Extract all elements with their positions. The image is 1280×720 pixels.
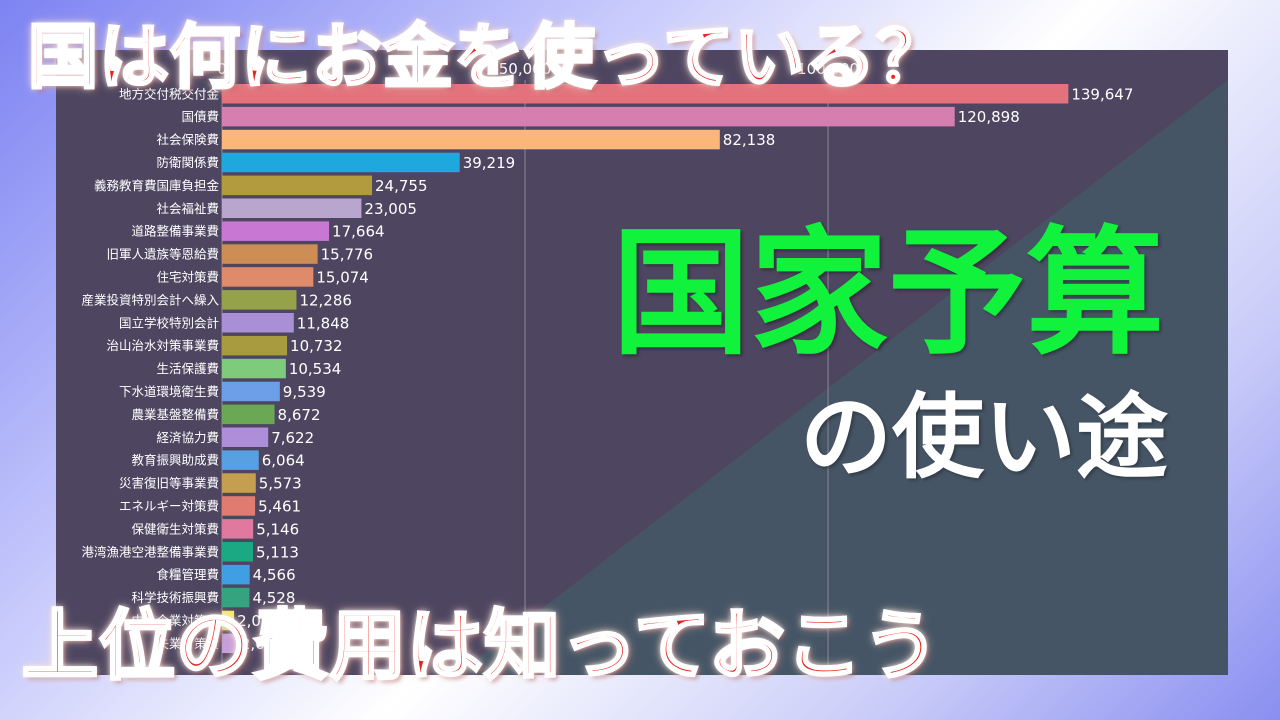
bar xyxy=(222,381,280,402)
bar xyxy=(222,496,256,516)
category-label: 港湾漁港空港整備事業費 xyxy=(81,544,219,559)
main-title: 国家予算 xyxy=(612,213,1165,374)
value-label: 10,534 xyxy=(289,360,342,378)
category-label: 経済協力費 xyxy=(156,430,219,445)
value-label: 15,776 xyxy=(321,246,374,264)
category-label: エネルギー対策費 xyxy=(119,498,219,513)
category-label: 保健衛生対策費 xyxy=(131,521,219,536)
bar xyxy=(222,427,269,447)
headline-top: 国は何にお金を使っている？ xyxy=(27,16,948,98)
bar xyxy=(222,450,259,470)
category-labels: 地方交付税交付金国債費社会保険費防衛関係費義務教育費国庫負担金社会福祉費道路整備… xyxy=(81,86,219,651)
value-label: 5,113 xyxy=(256,543,299,561)
category-label: 教育振興助成費 xyxy=(131,453,219,468)
bar xyxy=(222,290,297,310)
category-label: 産業投資特別会計へ繰入 xyxy=(81,292,219,307)
bar xyxy=(222,542,253,562)
value-label: 5,573 xyxy=(259,475,302,493)
value-label: 17,664 xyxy=(332,223,385,241)
value-label: 9,539 xyxy=(283,383,326,401)
category-label: 住宅対策費 xyxy=(156,269,219,284)
bar xyxy=(222,358,286,379)
category-label: 食糧管理費 xyxy=(156,567,219,582)
value-label: 2,000 xyxy=(237,612,280,630)
category-label: 旧軍人遺族等恩給費 xyxy=(106,247,219,262)
category-label: 義務教育費国庫負担金 xyxy=(94,178,220,193)
bar xyxy=(222,84,1069,104)
category-label: 道路整備事業費 xyxy=(131,224,219,239)
category-label: 中小企業対策費 xyxy=(131,613,219,628)
bar xyxy=(222,198,362,218)
bar xyxy=(222,244,318,264)
value-label: 15,074 xyxy=(316,268,369,286)
bar xyxy=(222,175,373,196)
category-label: 下水道環境衛生費 xyxy=(119,384,219,399)
x-tick-label: 50,000 xyxy=(499,60,552,78)
value-label: 4,566 xyxy=(253,566,296,584)
category-label: 生活保護費 xyxy=(156,361,219,376)
value-label: 8,672 xyxy=(278,406,321,424)
bar xyxy=(222,610,235,631)
bar xyxy=(222,267,314,287)
bar xyxy=(222,633,238,654)
category-label: 農業基盤整備費 xyxy=(131,407,219,422)
category-label: 国立学校特別会計 xyxy=(119,315,219,330)
category-label: 国債費 xyxy=(181,109,219,124)
bar xyxy=(222,152,460,173)
value-label: 2,616 xyxy=(241,635,284,653)
bar-chart: 0 50,000 100,000 地方交付税交付金国債費社会保険費防衛関係費義務教育… xyxy=(56,50,1228,675)
bar xyxy=(222,313,294,333)
value-label: 5,461 xyxy=(258,497,301,515)
bar xyxy=(222,473,256,493)
value-label: 4,528 xyxy=(252,589,295,607)
bar xyxy=(222,404,275,425)
category-label: 災害復旧等事業費 xyxy=(119,476,219,491)
x-axis-ticks: 0 50,000 100,000 xyxy=(217,60,859,78)
category-label: 治山治水対策事業費 xyxy=(106,338,219,353)
bar xyxy=(222,335,288,356)
bars xyxy=(222,84,1069,654)
value-label: 82,138 xyxy=(723,131,776,149)
value-label: 12,286 xyxy=(299,291,352,309)
value-label: 10,732 xyxy=(290,337,343,355)
bar xyxy=(222,564,250,585)
bar xyxy=(222,106,955,127)
category-label: 地方交付税交付金 xyxy=(119,86,220,101)
value-label: 23,005 xyxy=(364,200,417,218)
bar xyxy=(222,221,330,241)
value-label: 39,219 xyxy=(463,154,516,172)
value-label: 24,755 xyxy=(375,177,428,195)
headline-bottom: 上位の費用は知っておこう xyxy=(21,601,941,690)
value-label: 6,064 xyxy=(262,452,305,470)
category-label: 科学技術振興費 xyxy=(131,590,219,605)
bar xyxy=(222,129,720,150)
value-label: 139,647 xyxy=(1071,85,1133,103)
sub-title: の使い途 xyxy=(800,384,1169,491)
category-label: 社会保険費 xyxy=(156,132,219,147)
value-labels: 139,647 120,898 82,138 39,219 24,755 23,005 17… xyxy=(237,85,1133,653)
category-label: 防衛関係費 xyxy=(156,155,219,170)
bar xyxy=(222,519,254,539)
value-label: 11,848 xyxy=(297,314,350,332)
value-label: 5,146 xyxy=(256,520,299,538)
x-tick-label: 100,000 xyxy=(797,60,859,78)
value-label: 120,898 xyxy=(958,108,1020,126)
category-label: 失業対策費 xyxy=(156,636,219,651)
x-tick-label: 0 xyxy=(217,60,227,78)
bar xyxy=(222,587,250,608)
value-label: 7,622 xyxy=(271,429,314,447)
category-label: 社会福祉費 xyxy=(156,201,219,216)
chart-background-diagonal xyxy=(456,80,1228,675)
